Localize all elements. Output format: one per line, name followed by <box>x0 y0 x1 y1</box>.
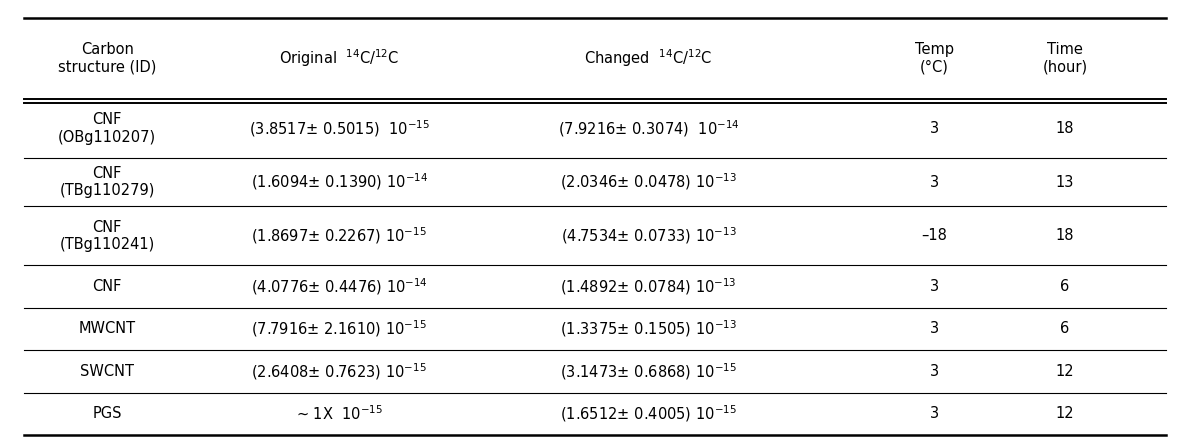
Text: (2.0346± 0.0478) 10$^{-13}$: (2.0346± 0.0478) 10$^{-13}$ <box>560 172 737 193</box>
Text: 18: 18 <box>1056 228 1075 243</box>
Text: (1.6512± 0.4005) 10$^{-15}$: (1.6512± 0.4005) 10$^{-15}$ <box>560 404 737 424</box>
Text: (2.6408± 0.7623) 10$^{-15}$: (2.6408± 0.7623) 10$^{-15}$ <box>251 361 427 382</box>
Text: CNF
(TBg110279): CNF (TBg110279) <box>60 166 155 198</box>
Text: Carbon
structure (ID): Carbon structure (ID) <box>58 42 156 75</box>
Text: Temp
(°C): Temp (°C) <box>915 42 953 75</box>
Text: CNF: CNF <box>93 279 121 294</box>
Text: PGS: PGS <box>93 406 121 421</box>
Text: (1.8697± 0.2267) 10$^{-15}$: (1.8697± 0.2267) 10$^{-15}$ <box>251 226 427 246</box>
Text: (4.0776± 0.4476) 10$^{-14}$: (4.0776± 0.4476) 10$^{-14}$ <box>251 276 427 297</box>
Text: Time
(hour): Time (hour) <box>1042 42 1088 75</box>
Text: Changed  $^{14}$C/$^{12}$C: Changed $^{14}$C/$^{12}$C <box>584 48 713 69</box>
Text: 12: 12 <box>1056 406 1075 421</box>
Text: (3.1473± 0.6868) 10$^{-15}$: (3.1473± 0.6868) 10$^{-15}$ <box>560 361 737 382</box>
Text: 3: 3 <box>929 279 939 294</box>
Text: MWCNT: MWCNT <box>79 321 136 337</box>
Text: 3: 3 <box>929 406 939 421</box>
Text: CNF
(TBg110241): CNF (TBg110241) <box>60 220 155 252</box>
Text: (1.3375± 0.1505) 10$^{-13}$: (1.3375± 0.1505) 10$^{-13}$ <box>560 318 737 339</box>
Text: (7.9216± 0.3074)  10$^{-14}$: (7.9216± 0.3074) 10$^{-14}$ <box>558 118 739 139</box>
Text: 18: 18 <box>1056 121 1075 136</box>
Text: 6: 6 <box>1060 279 1070 294</box>
Text: (3.8517± 0.5015)  10$^{-15}$: (3.8517± 0.5015) 10$^{-15}$ <box>249 118 430 139</box>
Text: (1.4892± 0.0784) 10$^{-13}$: (1.4892± 0.0784) 10$^{-13}$ <box>560 276 737 297</box>
Text: 3: 3 <box>929 364 939 379</box>
Text: 3: 3 <box>929 174 939 190</box>
Text: Original  $^{14}$C/$^{12}$C: Original $^{14}$C/$^{12}$C <box>278 48 400 69</box>
Text: (1.6094± 0.1390) 10$^{-14}$: (1.6094± 0.1390) 10$^{-14}$ <box>251 172 427 193</box>
Text: 3: 3 <box>929 121 939 136</box>
Text: ~ 1X  10$^{-15}$: ~ 1X 10$^{-15}$ <box>295 404 383 423</box>
Text: 6: 6 <box>1060 321 1070 337</box>
Text: CNF
(OBg110207): CNF (OBg110207) <box>58 112 156 145</box>
Text: –18: –18 <box>921 228 947 243</box>
Text: 13: 13 <box>1056 174 1075 190</box>
Text: SWCNT: SWCNT <box>80 364 134 379</box>
Text: (4.7534± 0.0733) 10$^{-13}$: (4.7534± 0.0733) 10$^{-13}$ <box>560 226 737 246</box>
Text: 3: 3 <box>929 321 939 337</box>
Text: (7.7916± 2.1610) 10$^{-15}$: (7.7916± 2.1610) 10$^{-15}$ <box>251 318 427 339</box>
Text: 12: 12 <box>1056 364 1075 379</box>
